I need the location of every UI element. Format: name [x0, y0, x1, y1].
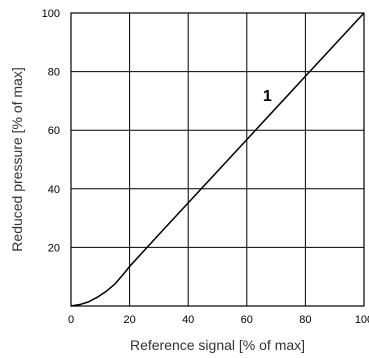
x-tick-label: 0 — [68, 314, 74, 326]
grid — [71, 13, 364, 306]
y-tick-label: 60 — [48, 125, 60, 137]
x-axis-title: Reference signal [% of max] — [130, 337, 305, 353]
series-line — [70, 12, 365, 307]
x-tick-label: 80 — [299, 314, 311, 326]
y-tick-label: 100 — [42, 8, 60, 20]
x-tick-label: 40 — [182, 314, 194, 326]
y-tick-label: 80 — [48, 67, 60, 79]
y-tick-label: 20 — [48, 242, 60, 254]
series-layer — [70, 12, 365, 307]
plot-frame — [70, 12, 365, 307]
y-tick-label: 40 — [48, 184, 60, 196]
tick-labels: 0 20 40 60 80 100 20 40 60 80 100 — [42, 8, 369, 326]
curve-label: 1 — [263, 88, 272, 105]
x-tick-label: 20 — [123, 314, 135, 326]
x-tick-label: 60 — [241, 314, 253, 326]
x-tick-label: 100 — [355, 314, 369, 326]
plot-border — [70, 12, 365, 307]
y-axis-title: Reduced pressure [% of max] — [9, 67, 25, 251]
